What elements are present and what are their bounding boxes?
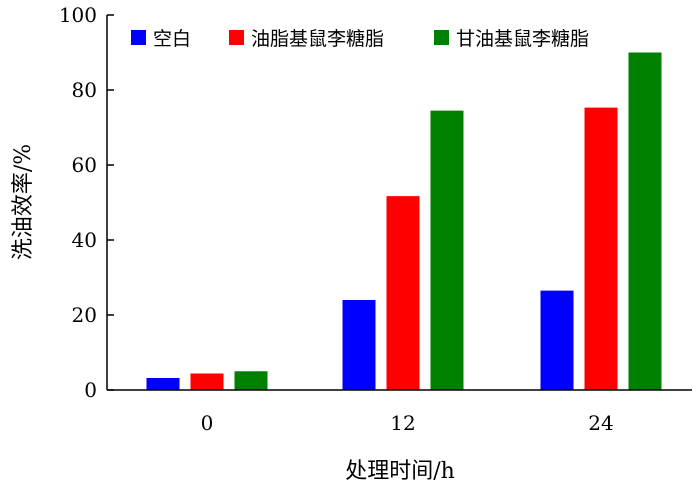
x-tick-label: 12 [390,411,415,435]
x-ticks: 0 12 24 [201,411,614,435]
y-axis-title: 洗油效率/% [11,144,36,260]
bar [190,373,224,390]
x-axis-title: 处理时间/h [345,459,455,484]
y-tick-label: 80 [72,78,97,102]
legend-label: 甘油基鼠李糖脂 [456,28,589,50]
legend-label: 空白 [153,28,191,50]
y-tick-label: 60 [72,153,97,177]
y-tick-label: 100 [59,3,97,27]
legend-swatch [131,30,146,45]
y-ticks: 0 20 40 60 80 100 [59,3,114,402]
bar [584,107,618,390]
bars [146,52,662,390]
y-tick-label: 0 [84,378,97,402]
bar [430,110,464,390]
bar [146,378,180,390]
legend-label: 油脂基鼠李糖脂 [251,28,384,50]
bar [540,290,574,390]
bar [234,371,268,390]
x-tick-label: 0 [201,411,214,435]
legend-swatch [434,30,449,45]
bar [342,300,376,390]
y-tick-label: 40 [72,228,97,252]
bar [628,52,662,390]
bar [386,196,420,390]
legend: 空白 油脂基鼠李糖脂 甘油基鼠李糖脂 [131,28,589,50]
x-tick-label: 24 [588,411,613,435]
legend-swatch [229,30,244,45]
y-tick-label: 20 [72,303,97,327]
